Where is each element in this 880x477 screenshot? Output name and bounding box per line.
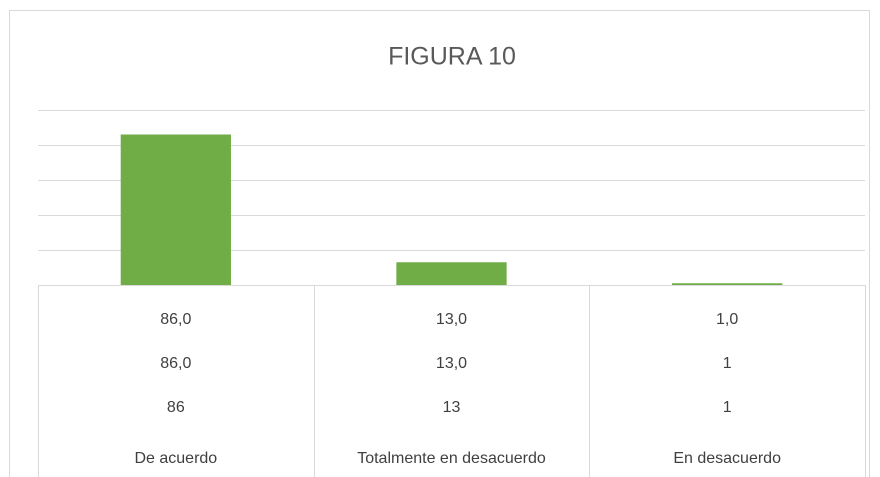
bar [396,262,507,285]
table-cell: 13 [443,399,461,416]
table-cell: 1 [723,355,732,372]
table-cell: 13,0 [436,355,467,372]
table-cell: 86 [167,399,185,416]
table-cell: 1,0 [716,311,738,328]
table-cell: 86,0 [160,355,191,372]
x-tick-label: En desacuerdo [673,450,781,467]
table-cell: 1 [723,399,732,416]
bar [120,134,231,285]
bar [672,283,783,285]
table-cell: 13,0 [436,311,467,328]
x-tick-label: De acuerdo [134,450,217,467]
chart-title: FIGURA 10 [388,43,516,71]
table-cell: 86,0 [160,311,191,328]
x-tick-label: Totalmente en desacuerdo [357,450,546,467]
